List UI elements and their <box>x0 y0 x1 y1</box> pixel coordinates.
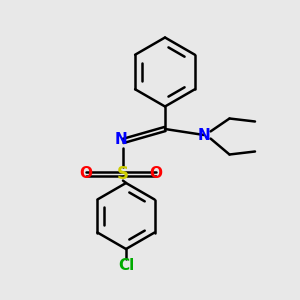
Text: O: O <box>149 167 163 182</box>
Text: Cl: Cl <box>118 258 134 273</box>
Text: N: N <box>115 132 128 147</box>
Text: S: S <box>117 165 129 183</box>
Text: N: N <box>198 128 210 142</box>
Text: O: O <box>79 167 92 182</box>
